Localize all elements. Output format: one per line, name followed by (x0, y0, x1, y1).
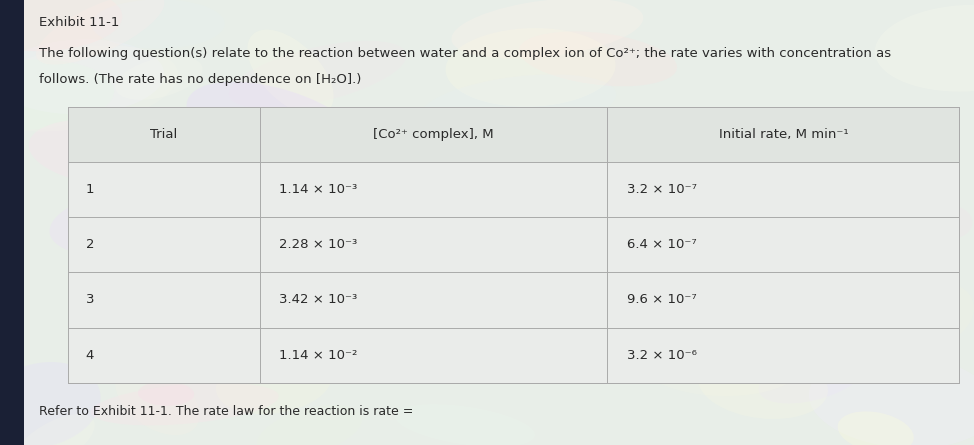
Text: The following question(s) relate to the reaction between water and a complex ion: The following question(s) relate to the … (39, 47, 891, 60)
Text: [Co²⁺ complex], M: [Co²⁺ complex], M (373, 128, 494, 141)
Text: 1: 1 (86, 183, 94, 196)
Text: 3.2 × 10⁻⁷: 3.2 × 10⁻⁷ (627, 183, 696, 196)
Text: 2.28 × 10⁻³: 2.28 × 10⁻³ (280, 238, 357, 251)
Text: 6.4 × 10⁻⁷: 6.4 × 10⁻⁷ (627, 238, 696, 251)
Text: 1.14 × 10⁻³: 1.14 × 10⁻³ (280, 183, 357, 196)
Text: 4: 4 (86, 348, 94, 362)
Text: Initial rate, M min⁻¹: Initial rate, M min⁻¹ (719, 128, 848, 141)
Text: 3.42 × 10⁻³: 3.42 × 10⁻³ (280, 293, 357, 307)
Text: 3.2 × 10⁻⁶: 3.2 × 10⁻⁶ (627, 348, 696, 362)
Text: 1.14 × 10⁻²: 1.14 × 10⁻² (280, 348, 357, 362)
Text: Trial: Trial (150, 128, 177, 141)
Text: follows. (The rate has no dependence on [H₂O].): follows. (The rate has no dependence on … (39, 73, 361, 86)
Text: Exhibit 11-1: Exhibit 11-1 (39, 16, 120, 28)
Text: Refer to Exhibit 11-1. The rate law for the reaction is rate =: Refer to Exhibit 11-1. The rate law for … (39, 405, 413, 418)
Text: 9.6 × 10⁻⁷: 9.6 × 10⁻⁷ (627, 293, 696, 307)
Text: 3: 3 (86, 293, 94, 307)
Text: 2: 2 (86, 238, 94, 251)
